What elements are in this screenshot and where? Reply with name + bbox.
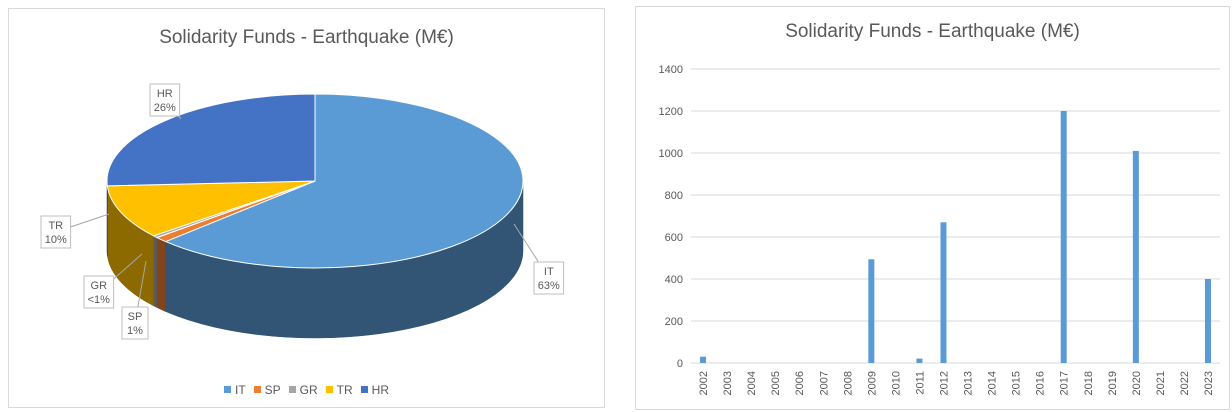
bar-2012 [940,222,947,363]
pie-slice-it [164,93,524,269]
y-tick-label: 400 [665,274,683,286]
data-label-sp: SP 1% [121,260,149,340]
data-label-category: IT [544,266,554,278]
data-label-box [83,275,115,309]
data-label-value: <1% [88,294,111,306]
pie-slice-hr [106,93,316,187]
data-label-box [533,261,565,295]
bar-x-axis: 2002 2003 2004 2005 2006 2007 2008 2009 2010 2011… [698,371,1215,395]
pie-slice-tr [106,180,316,237]
data-label-value: 1% [127,325,143,337]
x-tick-label: 2007 [818,371,830,395]
data-label-gr: GR <1% [83,253,143,309]
x-tick-label: 2010 [890,371,902,395]
x-tick-label: 2003 [722,371,734,395]
legend-label: SP [264,383,281,397]
x-tick-label: 2017 [1059,371,1071,395]
bar-chart-title: Solidarity Funds - Earthquake (M€) [785,21,1080,42]
y-tick-label: 1200 [659,106,683,118]
x-tick-label: 2015 [1011,371,1023,395]
x-tick-label: 2023 [1203,371,1215,395]
y-tick-label: 0 [677,358,683,370]
x-tick-label: 2013 [963,371,975,395]
pie-data-labels: IT 63% SP 1% GR <1% TR 10% HR 26% [40,83,565,340]
data-label-value: 10% [45,234,67,246]
bar-2023 [1204,279,1211,363]
data-label-it: IT 63% [513,223,565,295]
data-label-category: SP [128,311,143,323]
data-label-category: GR [91,280,108,292]
x-tick-label: 2011 [914,371,926,395]
legend-item-tr: TR [325,383,353,397]
legend-swatch [253,386,261,393]
y-tick-label: 1000 [659,148,683,160]
legend-swatch [325,386,333,393]
bar-gridlines [691,68,1220,364]
x-tick-label: 2016 [1035,371,1047,395]
bar-2002 [700,356,707,363]
data-label-tr: TR 10% [40,213,110,249]
bar-series [700,111,1211,363]
bar-2017 [1060,111,1067,363]
data-label-box [149,83,181,117]
pie-chart-title: Solidarity Funds - Earthquake (M€) [159,27,454,48]
legend-swatch [360,386,368,393]
pie-side-gr [153,235,158,308]
legend-item-hr: HR [360,383,390,397]
pie-legend: IT SP GR TR HR [9,383,604,397]
legend-item-it: IT [223,383,246,397]
data-label-box [40,215,72,249]
bar-2011 [916,358,923,363]
legend-label: GR [299,383,318,397]
legend-item-gr: GR [288,383,318,397]
legend-label: IT [234,383,246,397]
bar-y-axis: 0 200 400 600 800 1000 1200 1400 [659,64,683,370]
x-tick-label: 2009 [866,371,878,395]
x-tick-label: 2018 [1083,371,1095,395]
x-tick-label: 2008 [842,371,854,395]
data-label-category: HR [157,88,173,100]
pie-chart: IT 63% SP 1% GR <1% TR 10% HR 26% [40,83,565,340]
y-tick-label: 800 [665,190,683,202]
x-tick-label: 2002 [698,371,710,395]
x-tick-label: 2021 [1155,371,1167,395]
bar-chart-panel: Solidarity Funds - Earthquake (M€) 0 200 4… [635,6,1230,410]
x-tick-label: 2014 [987,371,999,395]
y-tick-label: 600 [665,232,683,244]
legend-swatch [288,386,296,393]
x-tick-label: 2020 [1131,371,1143,395]
legend-swatch [223,386,231,393]
legend-item-sp: SP [253,383,281,397]
legend-label: HR [371,383,390,397]
bar-2009 [868,259,875,363]
data-label-box [121,306,149,340]
x-tick-label: 2022 [1179,371,1191,395]
y-tick-label: 200 [665,316,683,328]
x-tick-label: 2006 [794,371,806,395]
legend-label: TR [336,383,353,397]
y-tick-label: 1400 [659,64,683,76]
pie-top [106,93,524,269]
pie-chart-panel: Solidarity Funds - Earthquake (M€) IT 63%… [8,8,605,408]
data-label-category: TR [48,220,63,232]
x-tick-label: 2005 [770,371,782,395]
data-label-hr: HR 26% [149,83,182,120]
data-label-value: 63% [538,280,560,292]
data-label-value: 26% [154,102,176,114]
bar-2020 [1132,150,1139,363]
x-tick-label: 2004 [746,371,758,395]
pie-side-sp [156,237,166,312]
x-tick-label: 2012 [938,371,950,395]
x-tick-label: 2019 [1107,371,1119,395]
